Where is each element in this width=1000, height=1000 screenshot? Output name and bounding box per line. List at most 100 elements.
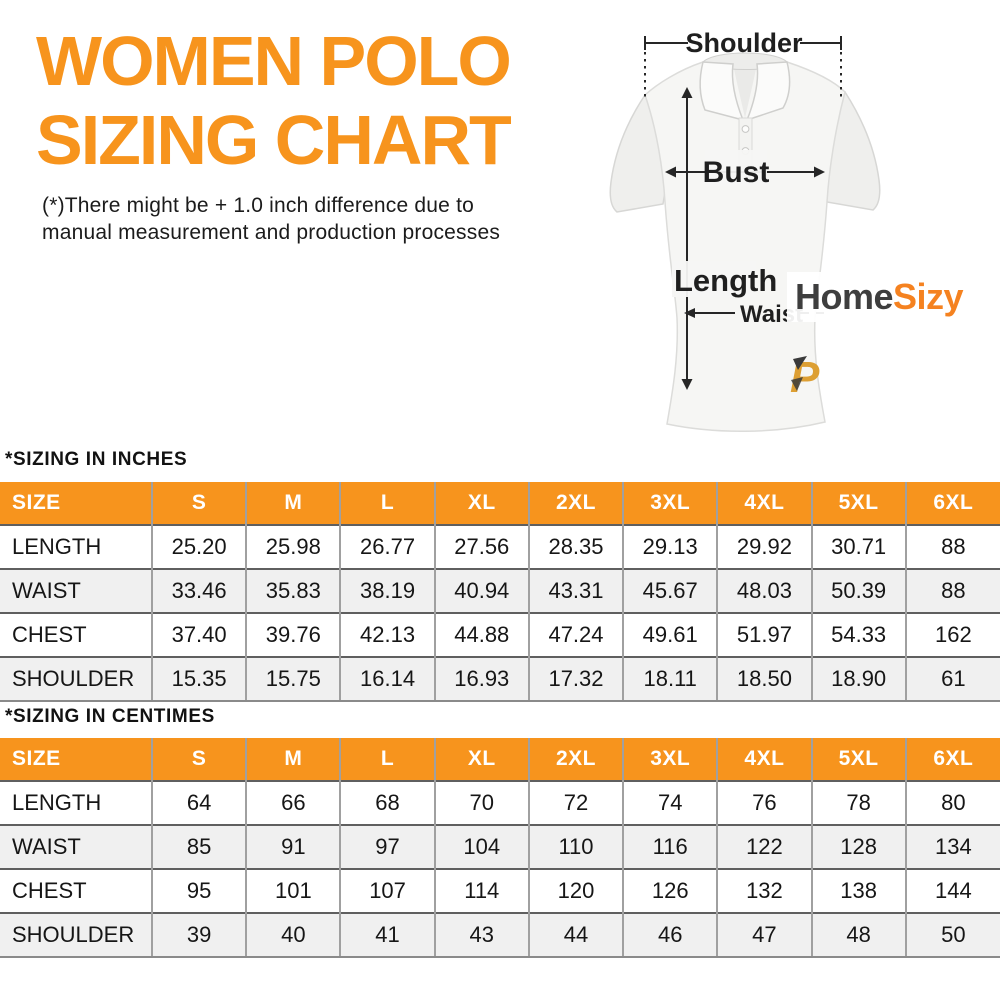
row-label-shoulder: SHOULDER — [0, 656, 152, 702]
size-value-cell: 95 — [150, 868, 247, 913]
table-row: WAIST 33.46 35.83 38.19 40.94 43.31 45.67 48.03… — [0, 568, 1000, 613]
column-header-2xl: 2XL — [527, 482, 624, 525]
table-header-row: SIZE S M L XL 2XL 3XL 4XL 5XL 6XL — [0, 482, 1000, 525]
length-arrowhead-bottom — [681, 379, 693, 390]
table-row: SHOULDER 15.35 15.75 16.14 16.93 17.32 18.11 18… — [0, 656, 1000, 702]
disclaimer-line2: manual measurement and production proces… — [42, 221, 501, 244]
column-header-4xl: 4XL — [716, 738, 812, 781]
length-label-backdrop — [672, 261, 756, 297]
size-column-header: SIZE — [0, 738, 152, 781]
size-value-cell: 88 — [904, 568, 1000, 613]
size-value-cell: 18.11 — [622, 656, 718, 702]
row-label-shoulder: SHOULDER — [0, 912, 152, 958]
table-header-row: SIZE S M L XL 2XL 3XL 4XL 5XL 6XL — [0, 738, 1000, 781]
size-value-cell: 74 — [622, 780, 718, 825]
row-label-length: LENGTH — [0, 780, 152, 825]
size-value-cell: 88 — [904, 524, 1000, 569]
size-value-cell: 50.39 — [810, 568, 906, 613]
size-value-cell: 80 — [904, 780, 1000, 825]
size-value-cell: 78 — [810, 780, 906, 825]
table-row: SHOULDER 39 40 41 43 44 46 47 48 50 — [0, 912, 1000, 958]
homesizy-logo: HomeSizy — [795, 276, 964, 317]
size-value-cell: 41 — [339, 912, 435, 958]
size-value-cell: 39 — [150, 912, 247, 958]
logo-backdrop — [787, 272, 959, 322]
size-value-cell: 44.88 — [433, 612, 529, 657]
size-value-cell: 25.98 — [245, 524, 341, 569]
size-value-cell: 76 — [716, 780, 812, 825]
size-value-cell: 97 — [339, 824, 435, 869]
size-value-cell: 48.03 — [716, 568, 812, 613]
size-value-cell: 42.13 — [339, 612, 435, 657]
size-value-cell: 43.31 — [527, 568, 624, 613]
disclaimer-text: (*)There might be + 1.0 inch difference … — [42, 192, 500, 246]
column-header-xl: XL — [433, 482, 529, 525]
emblem-dark-wedge — [793, 356, 807, 370]
size-value-cell: 25.20 — [150, 524, 247, 569]
size-value-cell: 114 — [433, 868, 529, 913]
column-header-s: S — [150, 482, 247, 525]
length-arrowhead-top — [681, 87, 693, 98]
size-value-cell: 51.97 — [716, 612, 812, 657]
table-row: LENGTH 64 66 68 70 72 74 76 78 80 — [0, 780, 1000, 825]
size-value-cell: 27.56 — [433, 524, 529, 569]
size-value-cell: 91 — [245, 824, 341, 869]
emblem-dark-wedge — [791, 377, 803, 391]
size-value-cell: 54.33 — [810, 612, 906, 657]
logo-sizy-text: Sizy — [893, 276, 964, 317]
column-header-6xl: 6XL — [904, 738, 1000, 781]
size-value-cell: 39.76 — [245, 612, 341, 657]
row-label-waist: WAIST — [0, 824, 152, 869]
page-title-line1: WOMEN POLO — [36, 22, 512, 100]
length-label: Length — [674, 263, 777, 298]
size-value-cell: 15.75 — [245, 656, 341, 702]
column-header-2xl: 2XL — [527, 738, 624, 781]
size-value-cell: 29.13 — [622, 524, 718, 569]
inches-table-title: *SIZING IN INCHES — [5, 449, 188, 470]
size-value-cell: 48 — [810, 912, 906, 958]
row-label-chest: CHEST — [0, 868, 152, 913]
size-value-cell: 72 — [527, 780, 624, 825]
size-value-cell: 128 — [810, 824, 906, 869]
size-value-cell: 28.35 — [527, 524, 624, 569]
size-value-cell: 43 — [433, 912, 529, 958]
column-header-l: L — [339, 738, 435, 781]
size-value-cell: 37.40 — [150, 612, 247, 657]
logo-home-text: Home — [795, 276, 893, 317]
page-title: WOMEN POLO SIZING CHART — [36, 22, 512, 180]
size-value-cell: 126 — [622, 868, 718, 913]
cm-table-title: *SIZING IN CENTIMES — [5, 706, 215, 727]
size-value-cell: 49.61 — [622, 612, 718, 657]
column-header-m: M — [245, 482, 341, 525]
size-value-cell: 66 — [245, 780, 341, 825]
column-header-6xl: 6XL — [904, 482, 1000, 525]
size-value-cell: 120 — [527, 868, 624, 913]
waist-arrowhead-left — [684, 308, 695, 318]
polo-measurement-diagram: Shoulder Bust Length Waist HomeSizy — [609, 28, 964, 433]
bust-label-backdrop — [705, 150, 767, 186]
size-value-cell: 40 — [245, 912, 341, 958]
size-value-cell: 30.71 — [810, 524, 906, 569]
size-value-cell: 40.94 — [433, 568, 529, 613]
size-value-cell: 101 — [245, 868, 341, 913]
column-header-xl: XL — [433, 738, 529, 781]
size-value-cell: 47 — [716, 912, 812, 958]
bust-label: Bust — [703, 156, 770, 189]
disclaimer-line1: (*)There might be + 1.0 inch difference … — [42, 194, 474, 217]
size-value-cell: 15.35 — [150, 656, 247, 702]
size-value-cell: 16.93 — [433, 656, 529, 702]
size-value-cell: 110 — [527, 824, 624, 869]
size-value-cell: 35.83 — [245, 568, 341, 613]
size-value-cell: 18.50 — [716, 656, 812, 702]
size-value-cell: 64 — [150, 780, 247, 825]
table-row: LENGTH 25.20 25.98 26.77 27.56 28.35 29.13 29.9… — [0, 524, 1000, 569]
bust-arrowhead-left — [665, 166, 676, 178]
size-value-cell: 44 — [527, 912, 624, 958]
size-value-cell: 47.24 — [527, 612, 624, 657]
size-value-cell: 26.77 — [339, 524, 435, 569]
size-column-header: SIZE — [0, 482, 152, 525]
row-label-length: LENGTH — [0, 524, 152, 569]
size-value-cell: 38.19 — [339, 568, 435, 613]
size-value-cell: 17.32 — [527, 656, 624, 702]
